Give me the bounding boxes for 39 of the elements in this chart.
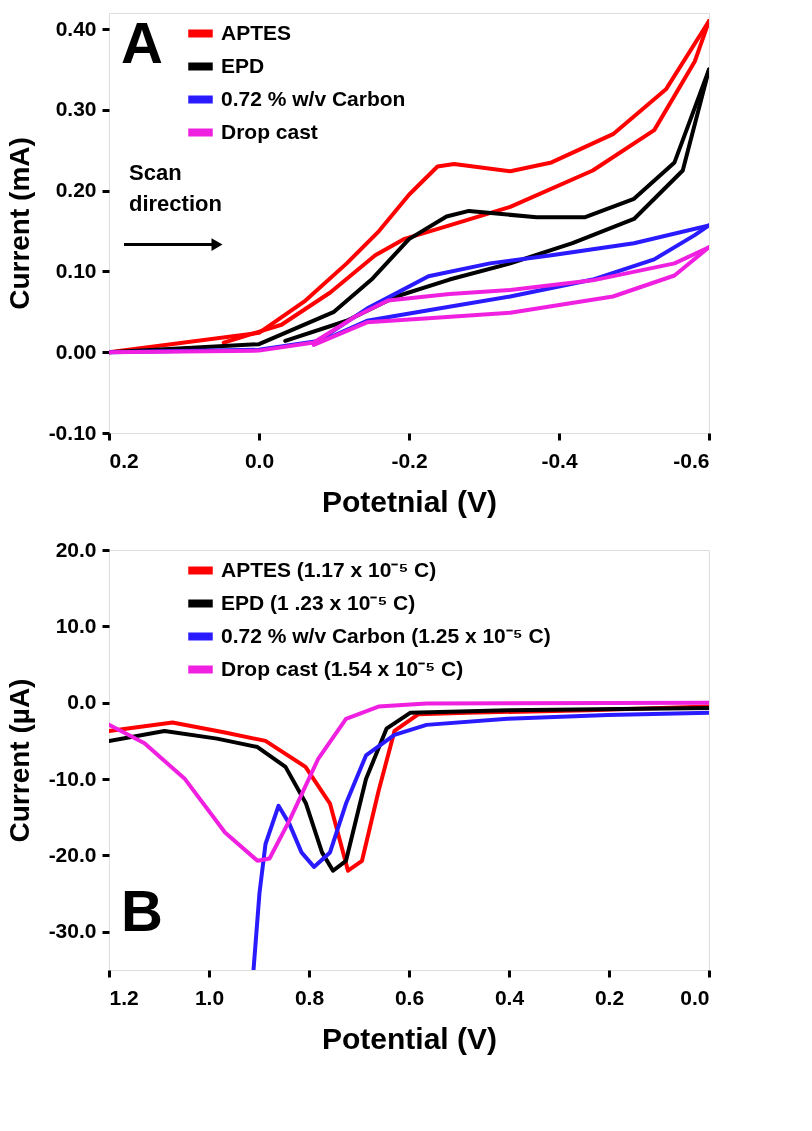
x-tick-label: 0.2	[594, 985, 625, 1009]
y-axis-title: Current (mA)	[3, 137, 35, 310]
annotation: B	[121, 878, 163, 943]
legend-label: EPD (1 .23 x 10⁻⁵ C)	[221, 590, 416, 614]
annotation: A	[121, 10, 163, 75]
y-tick-label: 0.0	[67, 690, 97, 714]
legend-label: 0.72 % w/v Carbon (1.25 x 10⁻⁵ C)	[221, 623, 551, 647]
y-tick-label: -0.10	[48, 420, 97, 444]
y-tick-label: 0.30	[55, 97, 97, 121]
x-tick-label: -0.4	[541, 448, 578, 472]
x-tick-label: 1.0	[194, 985, 225, 1009]
x-tick-label: 0.4	[494, 985, 525, 1009]
y-tick-label: 20.0	[55, 537, 97, 561]
x-tick-label: 0.6	[394, 985, 425, 1009]
y-tick-label: -20.0	[48, 842, 97, 866]
x-axis-title: Potential (V)	[321, 1021, 498, 1055]
legend-label: Drop cast (1.54 x 10⁻⁵ C)	[221, 656, 464, 680]
y-tick-label: 0.00	[55, 339, 97, 363]
x-tick-label: 0.8	[294, 985, 325, 1009]
x-tick-label: -0.2	[391, 448, 428, 472]
x-tick-label: 1.2	[109, 985, 139, 1009]
x-tick-label: 0.2	[109, 448, 139, 472]
x-tick-label: 0.0	[244, 448, 275, 472]
annotation: Scan direction	[129, 160, 222, 216]
y-tick-label: 0.10	[55, 258, 97, 282]
y-tick-label: 10.0	[55, 613, 97, 637]
legend-label: EPD	[221, 53, 265, 77]
y-tick-label: -30.0	[48, 919, 97, 943]
y-tick-label: 0.20	[55, 178, 97, 202]
legend-label: 0.72 % w/v Carbon	[221, 86, 406, 110]
x-axis-title: Potetnial (V)	[321, 484, 498, 518]
y-axis-title: Current (µA)	[3, 678, 35, 843]
legend-label: APTES	[221, 20, 292, 44]
y-tick-label: -10.0	[48, 766, 97, 790]
y-tick-label: 0.40	[55, 16, 97, 40]
legend-label: APTES (1.17 x 10⁻⁵ C)	[221, 557, 437, 581]
x-tick-label: 0.0	[680, 985, 710, 1009]
x-tick-label: -0.6	[673, 448, 710, 472]
legend-label: Drop cast	[221, 119, 318, 143]
